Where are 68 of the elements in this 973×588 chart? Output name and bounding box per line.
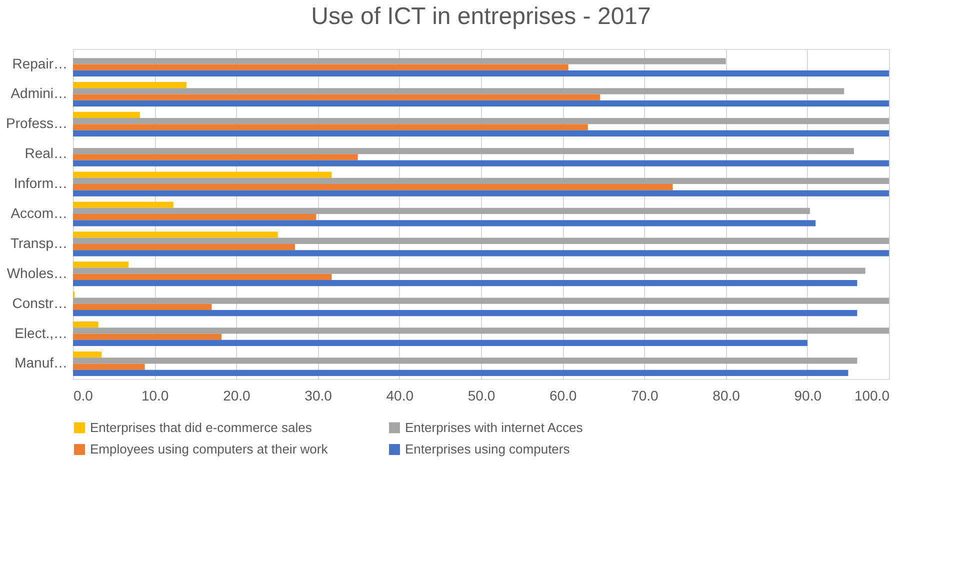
bar (73, 94, 600, 100)
bar (73, 298, 889, 304)
bar (73, 82, 186, 88)
bar (73, 364, 145, 370)
y-tick-label: Inform… (14, 175, 68, 192)
bar (73, 118, 889, 124)
bar (73, 64, 568, 70)
legend-label: Employees using computers at their work (90, 442, 328, 456)
bar (73, 232, 278, 238)
x-tick-label: 90.0 (794, 388, 822, 404)
bar (73, 178, 889, 184)
y-tick-label: Admini… (10, 85, 68, 102)
bar (73, 268, 866, 274)
x-tick-label: 70.0 (631, 388, 659, 404)
x-tick-label: 0.0 (74, 388, 94, 404)
bar (73, 244, 295, 250)
bar (73, 304, 212, 310)
bar (73, 214, 316, 220)
bar (73, 172, 332, 178)
bar (73, 100, 889, 106)
bar (73, 70, 889, 77)
x-tick-label: 50.0 (468, 388, 496, 404)
y-tick-label: Constr… (12, 294, 68, 311)
bar (73, 148, 854, 154)
bar (73, 160, 889, 166)
y-tick-label: Real… (24, 145, 68, 162)
bar (73, 190, 889, 196)
bar (73, 220, 816, 226)
bar (73, 112, 140, 118)
bar (73, 250, 889, 256)
bar (73, 328, 889, 334)
x-tick-label: 30.0 (304, 388, 332, 404)
bar (73, 154, 358, 160)
bar (73, 202, 174, 208)
bar (73, 351, 102, 358)
x-tick-label: 20.0 (223, 388, 251, 404)
y-tick-label: Profess… (6, 115, 68, 132)
x-tick-label: 10.0 (141, 388, 169, 404)
bar (73, 238, 889, 244)
bar (73, 340, 808, 346)
bar (73, 208, 810, 214)
legend-label: Enterprises that did e-commerce sales (90, 420, 312, 435)
bar (73, 130, 889, 136)
bar (73, 310, 858, 316)
y-tick-label: Repair… (12, 55, 68, 72)
bar (73, 370, 848, 376)
y-tick-label: Accom… (10, 205, 68, 221)
bar (73, 262, 128, 268)
bar (73, 280, 858, 286)
y-tick-label: Elect.,… (14, 324, 68, 341)
y-tick-label: Manuf… (14, 354, 68, 371)
x-tick-label: 40.0 (386, 388, 414, 404)
bar (73, 88, 844, 94)
bar (73, 358, 858, 364)
chart-title: Use of ICT in entreprises - 2017 (311, 3, 651, 30)
bar (73, 274, 332, 280)
legend-label: Enterprises using computers (405, 442, 570, 456)
bar (73, 322, 98, 328)
x-tick-label: 100.0 (854, 388, 890, 404)
bar (73, 124, 588, 130)
bar (73, 334, 222, 340)
bar (73, 184, 673, 190)
x-tick-label: 80.0 (712, 388, 740, 404)
y-tick-label: Wholes… (6, 264, 68, 281)
bar (73, 58, 726, 64)
y-tick-label: Transp… (10, 234, 68, 251)
legend-label: Enterprises with internet Acces (405, 420, 584, 435)
x-tick-label: 60.0 (549, 388, 577, 404)
